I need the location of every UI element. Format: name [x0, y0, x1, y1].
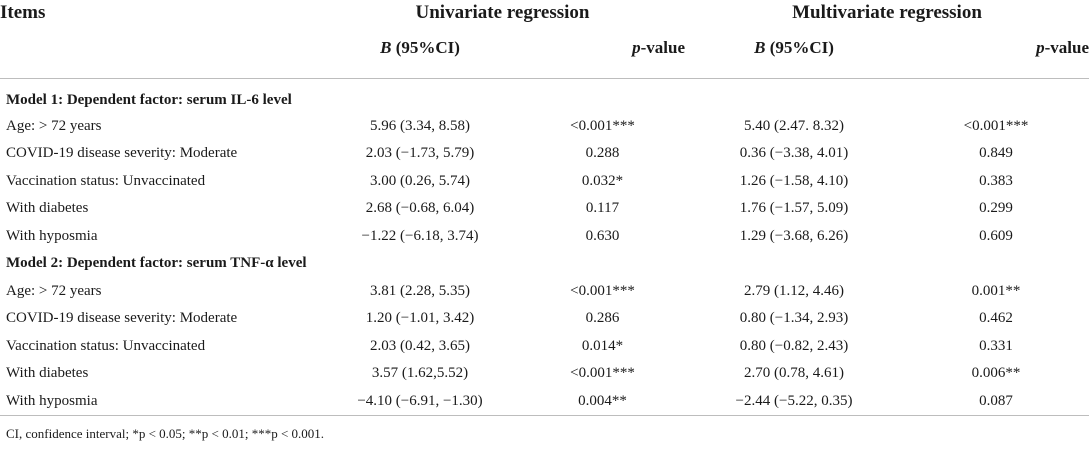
univariate-b-ci-cell: 2.68 (−0.68, 6.04): [365, 200, 475, 217]
multivariate-p-value-cell: 0.462: [979, 310, 1013, 327]
row-item-label: With hyposmia: [6, 392, 98, 409]
univariate-b-ci-cell: 2.03 (−1.73, 5.79): [365, 145, 475, 162]
multivariate-p-value-header: p-value: [1036, 38, 1089, 57]
univariate-b-ci-cell: 3.57 (1.62,5.52): [371, 365, 469, 382]
table-footnote: CI, confidence interval; *p < 0.05; **p …: [6, 426, 325, 441]
row-item-label: With diabetes: [6, 200, 89, 217]
univariate-b-ci-header: B (95%CI): [380, 38, 460, 57]
univariate-p-value-cell: 0.117: [585, 200, 620, 217]
univariate-p-value-cell: 0.286: [585, 310, 620, 327]
multivariate-p-value-cell: 0.331: [979, 337, 1013, 354]
univariate-b-ci-cell: 3.00 (0.26, 5.74): [370, 172, 470, 189]
univariate-b-ci-cell: 2.03 (0.42, 3.65): [370, 337, 470, 354]
univariate-p-value-cell: <0.001***: [570, 282, 635, 299]
univariate-p-value-cell: 0.630: [585, 227, 620, 244]
table-row: Vaccination status: Unvaccinated 3.00 (0.…: [0, 168, 1089, 196]
row-item-label: COVID-19 disease severity: Moderate: [6, 310, 238, 327]
multivariate-b-ci-cell: 1.29 (−3.68, 6.26): [739, 227, 849, 244]
multivariate-b-ci-cell: 2.79 (1.12, 4.46): [744, 282, 844, 299]
table-row: With diabetes 3.57 (1.62,5.52) <0.001*** 2.…: [0, 360, 1089, 388]
model-title: Model 2: Dependent factor: serum TNF-α l…: [6, 255, 307, 272]
table-row: COVID-19 disease severity: Moderate 2.03 …: [0, 140, 1089, 168]
header-row-sub: B (95%CI) p-value B (95%CI) p-value: [0, 34, 1089, 79]
multivariate-p-value-cell: <0.001***: [963, 117, 1029, 134]
univariate-b-ci-cell: −4.10 (−6.91, −1.30): [357, 392, 483, 409]
univariate-p-value-header: p-value: [632, 38, 685, 57]
row-item-label: COVID-19 disease severity: Moderate: [6, 145, 238, 162]
items-header: Items: [0, 2, 46, 23]
multivariate-b-ci-cell: −2.44 (−5.22, 0.35): [735, 392, 853, 409]
regression-table: Items Univariate regression Multivariate…: [0, 0, 1089, 415]
row-item-label: With hyposmia: [6, 227, 98, 244]
multivariate-p-value-cell: 0.001**: [971, 282, 1021, 299]
multivariate-b-ci-cell: 1.76 (−1.57, 5.09): [739, 200, 849, 217]
univariate-p-value-cell: 0.288: [585, 145, 620, 162]
row-item-label: With diabetes: [6, 365, 89, 382]
univariate-p-value-cell: 0.004**: [578, 392, 627, 409]
table-row: Age: > 72 years 3.81 (2.28, 5.35) <0.001**…: [0, 278, 1089, 306]
univariate-p-value-cell: 0.032*: [581, 172, 624, 189]
univariate-b-ci-cell: 1.20 (−1.01, 3.42): [365, 310, 475, 327]
table-header: Items Univariate regression Multivariate…: [0, 0, 1089, 79]
univariate-b-ci-cell: 3.81 (2.28, 5.35): [370, 282, 470, 299]
multivariate-p-value-cell: 0.849: [979, 145, 1013, 162]
table-row: Age: > 72 years 5.96 (3.34, 8.58) <0.001**…: [0, 113, 1089, 141]
items-subheader-empty: [0, 34, 320, 79]
multivariate-header: Multivariate regression: [792, 2, 982, 23]
multivariate-p-value-cell: 0.006**: [971, 365, 1021, 382]
table-row: COVID-19 disease severity: Moderate 1.20 …: [0, 305, 1089, 333]
multivariate-b-ci-cell: 0.36 (−3.38, 4.01): [739, 145, 849, 162]
univariate-p-value-cell: <0.001***: [570, 117, 635, 134]
table-row: With hyposmia −1.22 (−6.18, 3.74) 0.630 1.2…: [0, 223, 1089, 251]
row-item-label: Age: > 72 years: [6, 117, 102, 134]
multivariate-b-ci-cell: 5.40 (2.47. 8.32): [744, 117, 844, 134]
multivariate-b-ci-cell: 0.80 (−0.82, 2.43): [739, 337, 849, 354]
univariate-header: Univariate regression: [415, 2, 590, 23]
multivariate-b-ci-cell: 0.80 (−1.34, 2.93): [739, 310, 849, 327]
univariate-p-value-cell: <0.001***: [570, 365, 635, 382]
multivariate-b-ci-header: B (95%CI): [754, 38, 834, 57]
table-row: With diabetes 2.68 (−0.68, 6.04) 0.117 1.76…: [0, 195, 1089, 223]
univariate-b-ci-cell: −1.22 (−6.18, 3.74): [361, 227, 479, 244]
header-row-top: Items Univariate regression Multivariate…: [0, 0, 1089, 34]
multivariate-p-value-cell: 0.087: [979, 392, 1013, 409]
multivariate-p-value-cell: 0.383: [979, 172, 1013, 189]
model-title: Model 1: Dependent factor: serum IL-6 le…: [6, 91, 292, 108]
table-body: Model 1: Dependent factor: serum IL-6 le…: [0, 79, 1089, 415]
univariate-b-ci-cell: 5.96 (3.34, 8.58): [370, 117, 470, 134]
row-item-label: Vaccination status: Unvaccinated: [6, 172, 206, 189]
model-title-row: Model 1: Dependent factor: serum IL-6 le…: [0, 79, 1089, 113]
table-row: With hyposmia −4.10 (−6.91, −1.30) 0.004**…: [0, 388, 1089, 415]
table-row: Vaccination status: Unvaccinated 2.03 (0.…: [0, 333, 1089, 361]
multivariate-b-ci-cell: 2.70 (0.78, 4.61): [744, 365, 844, 382]
univariate-p-value-cell: 0.014*: [581, 337, 624, 354]
multivariate-p-value-cell: 0.299: [979, 200, 1013, 217]
row-item-label: Vaccination status: Unvaccinated: [6, 337, 206, 354]
multivariate-b-ci-cell: 1.26 (−1.58, 4.10): [739, 172, 849, 189]
row-item-label: Age: > 72 years: [6, 282, 102, 299]
multivariate-p-value-cell: 0.609: [979, 227, 1013, 244]
model-title-row: Model 2: Dependent factor: serum TNF-α l…: [0, 250, 1089, 278]
